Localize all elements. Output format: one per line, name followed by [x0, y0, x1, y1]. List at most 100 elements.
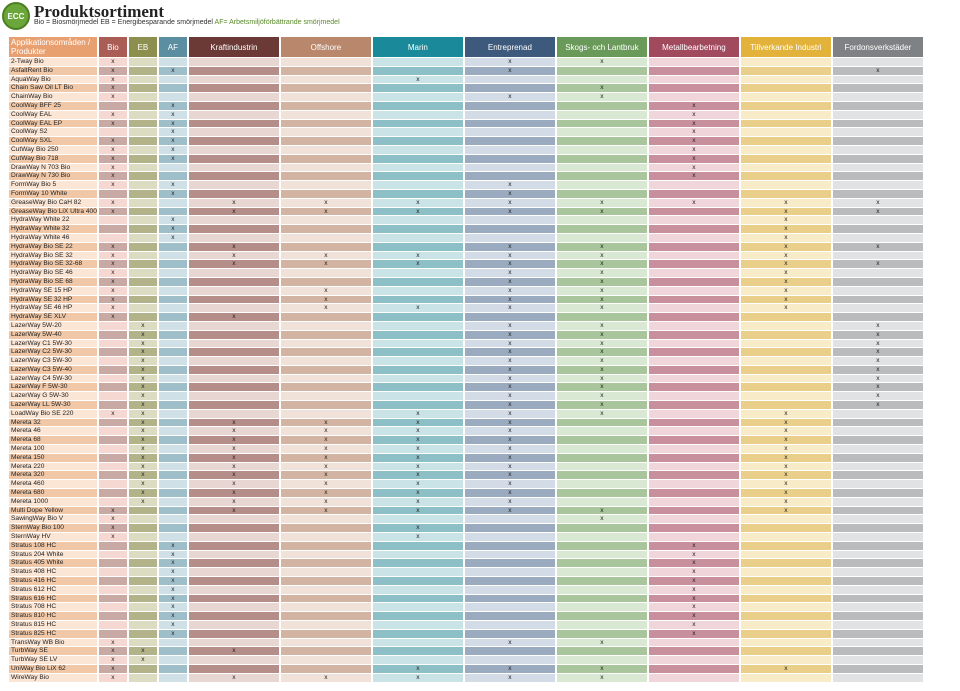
- mark-cell: x: [128, 383, 157, 392]
- mark-cell: [832, 225, 923, 233]
- table-row: HydraWay SE 32 HP x x x x x: [9, 295, 923, 304]
- mark-cell: [188, 541, 279, 550]
- mark-cell: x: [464, 638, 555, 647]
- mark-cell: x: [648, 198, 739, 207]
- mark-cell: [158, 260, 187, 269]
- mark-cell: [740, 348, 831, 357]
- mark-cell: [128, 242, 157, 251]
- mark-cell: x: [128, 374, 157, 383]
- table-row: HydraWay Bio SE 68 x x x x: [9, 277, 923, 286]
- mark-cell: [648, 365, 739, 374]
- product-name: LazerWay C3 5W-40: [9, 365, 97, 374]
- mark-cell: [648, 436, 739, 445]
- mark-cell: [740, 629, 831, 638]
- mark-cell: [556, 119, 647, 128]
- mark-cell: [158, 533, 187, 541]
- mark-cell: x: [188, 260, 279, 269]
- mark-cell: [280, 110, 371, 119]
- mark-cell: [648, 216, 739, 225]
- mark-cell: x: [128, 401, 157, 409]
- mark-cell: [158, 392, 187, 401]
- product-name: UniWay Bio LiX 62: [9, 664, 97, 673]
- mark-cell: [464, 172, 555, 181]
- mark-cell: [832, 93, 923, 101]
- table-row: Stratus 825 HC x x: [9, 629, 923, 638]
- mark-cell: [280, 550, 371, 559]
- product-name: 2-Tway Bio: [9, 58, 97, 66]
- mark-cell: x: [556, 321, 647, 330]
- mark-cell: [832, 515, 923, 524]
- mark-cell: [280, 269, 371, 277]
- mark-cell: x: [648, 137, 739, 145]
- mark-cell: x: [188, 647, 279, 656]
- mark-cell: x: [128, 647, 157, 656]
- mark-cell: x: [128, 365, 157, 374]
- mark-cell: x: [372, 497, 463, 506]
- table-row: CutWay Bio 250 x x x: [9, 145, 923, 154]
- mark-cell: [832, 58, 923, 66]
- mark-cell: x: [740, 304, 831, 313]
- mark-cell: [740, 101, 831, 110]
- mark-cell: [556, 216, 647, 225]
- mark-cell: [158, 75, 187, 84]
- mark-cell: [98, 348, 127, 357]
- mark-cell: [740, 75, 831, 84]
- mark-cell: [188, 401, 279, 409]
- product-name: HydraWay SE XLV: [9, 313, 97, 321]
- mark-cell: [188, 392, 279, 401]
- mark-cell: [128, 559, 157, 568]
- mark-cell: [740, 656, 831, 664]
- mark-cell: [280, 189, 371, 198]
- mark-cell: x: [740, 233, 831, 242]
- mark-cell: x: [128, 497, 157, 506]
- product-name: DrawWay N 730 Bio: [9, 172, 97, 181]
- mark-cell: [372, 647, 463, 656]
- mark-cell: [832, 154, 923, 163]
- mark-cell: [128, 603, 157, 612]
- mark-cell: [158, 497, 187, 506]
- mark-cell: [280, 594, 371, 603]
- mark-cell: x: [280, 506, 371, 515]
- mark-cell: [648, 638, 739, 647]
- mark-cell: [128, 93, 157, 101]
- table-row: HydraWay White 22 x x: [9, 216, 923, 225]
- mark-cell: x: [740, 207, 831, 216]
- mark-cell: [832, 119, 923, 128]
- mark-cell: [188, 277, 279, 286]
- mark-cell: [372, 374, 463, 383]
- table-row: Stratus 408 HC x x: [9, 568, 923, 577]
- mark-cell: [158, 489, 187, 497]
- table-row: UniWay Bio LiX 62 x x x x x: [9, 664, 923, 673]
- mark-cell: x: [188, 198, 279, 207]
- table-row: SternWay Bio 100 x x: [9, 524, 923, 533]
- mark-cell: [158, 401, 187, 409]
- mark-cell: [556, 577, 647, 585]
- mark-cell: [188, 559, 279, 568]
- mark-cell: x: [98, 524, 127, 533]
- mark-cell: [464, 533, 555, 541]
- mark-cell: x: [98, 295, 127, 304]
- mark-cell: [556, 181, 647, 189]
- mark-cell: [556, 313, 647, 321]
- mark-cell: [98, 401, 127, 409]
- product-name: HydraWay SE 15 HP: [9, 286, 97, 295]
- mark-cell: x: [464, 418, 555, 427]
- mark-cell: [464, 612, 555, 620]
- mark-cell: [128, 550, 157, 559]
- mark-cell: x: [464, 506, 555, 515]
- mark-cell: [372, 154, 463, 163]
- mark-cell: [556, 594, 647, 603]
- mark-cell: [832, 471, 923, 480]
- mark-cell: [372, 401, 463, 409]
- product-name: CoolWay BFF 25: [9, 101, 97, 110]
- table-row: CoolWay SXL x x x: [9, 137, 923, 145]
- mark-cell: [158, 524, 187, 533]
- mark-cell: [740, 621, 831, 629]
- mark-cell: x: [464, 269, 555, 277]
- product-name: LazerWay G 5W-30: [9, 392, 97, 401]
- mark-cell: x: [648, 621, 739, 629]
- product-name: Stratus 108 HC: [9, 541, 97, 550]
- mark-cell: [280, 313, 371, 321]
- table-row: LoadWay Bio SE 220 x x x x x x: [9, 409, 923, 418]
- mark-cell: [128, 101, 157, 110]
